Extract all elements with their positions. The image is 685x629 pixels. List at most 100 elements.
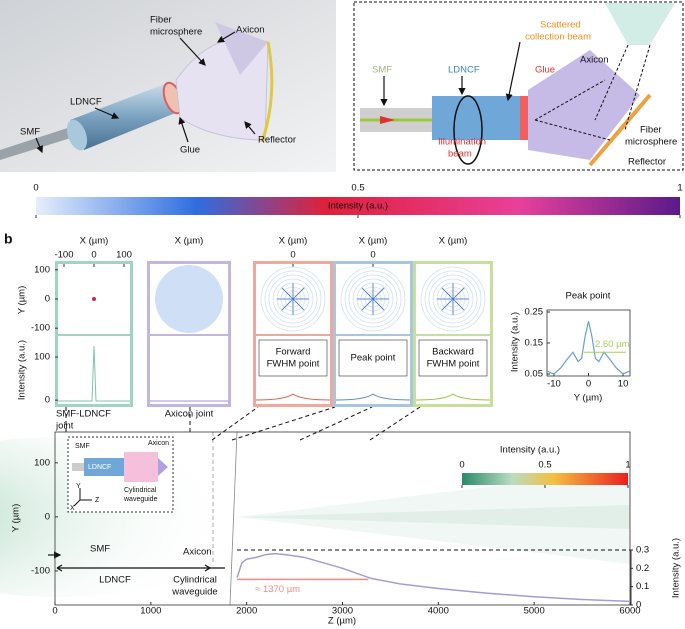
- x-tick-label: -100: [54, 250, 73, 261]
- disc: [155, 265, 223, 333]
- panel-label: FWHM point: [427, 359, 480, 370]
- x-axis-label: X (µm): [175, 236, 204, 247]
- x-axis-label: X (µm): [279, 236, 308, 247]
- beam-field: [237, 470, 630, 564]
- inset-label: Y: [76, 483, 81, 490]
- fwhm-label: 2.60 µm: [595, 339, 630, 350]
- peak-profile: [546, 321, 631, 375]
- inset-ldncf: [84, 458, 124, 476]
- y2-tick-label: 0.1: [636, 581, 649, 592]
- inset-label: Axicon: [148, 440, 169, 447]
- ray: [372, 287, 385, 300]
- caption: Axicon joint: [165, 409, 214, 420]
- ray: [452, 287, 465, 300]
- panel-label: b: [4, 231, 13, 247]
- colorbar-label: Intensity (a.u.): [500, 445, 560, 456]
- axis-label: Intensity (a.u.): [510, 312, 521, 372]
- x-axis-label: X (µm): [80, 236, 109, 247]
- colorbar-label: Intensity (a.u.): [328, 201, 388, 212]
- label: microsphere: [150, 27, 202, 38]
- label: waveguide: [171, 587, 217, 598]
- label: SMF: [90, 544, 110, 555]
- y-tick-label: 0: [45, 511, 50, 522]
- glue-shape: [520, 96, 528, 140]
- inset-axicon: [158, 458, 168, 476]
- microsphere-shape: [528, 50, 640, 160]
- x-tick-label: 5000: [524, 606, 545, 617]
- label: Scattered: [540, 20, 581, 31]
- axis-label: Z (µm): [328, 616, 356, 627]
- inset-title: Peak point: [566, 291, 611, 302]
- y-tick-label: 0: [45, 294, 50, 305]
- ray: [361, 298, 374, 311]
- label: LDNCF: [99, 575, 131, 586]
- colorbar-tick: 1: [625, 460, 630, 471]
- axis-label: Y (µm): [17, 286, 28, 315]
- x-tick-label: 0: [586, 379, 591, 390]
- x-tick-label: -10: [547, 379, 561, 390]
- label: LDNCF: [70, 97, 102, 108]
- label-box: [338, 339, 408, 377]
- ray: [372, 298, 385, 311]
- colorbar-tick: 1: [677, 183, 682, 194]
- ring: [264, 270, 322, 328]
- profile: [335, 393, 411, 401]
- arrow: [216, 31, 236, 43]
- colorbar-tick: 0: [33, 183, 38, 194]
- ray: [292, 287, 305, 300]
- y2-tick-label: 0.2: [636, 563, 649, 574]
- y2-tick-label: 0: [636, 600, 641, 611]
- ray: [281, 287, 294, 300]
- label: Reflector: [258, 135, 296, 146]
- arrow: [35, 137, 43, 154]
- ldncf-render: [70, 84, 178, 150]
- arrow: [94, 107, 120, 119]
- label-box: [418, 339, 488, 377]
- axicon-render: [215, 22, 268, 75]
- label: beam: [448, 149, 472, 160]
- x-axis-label: X (µm): [359, 236, 388, 247]
- x-tick-label: 0: [52, 606, 57, 617]
- profile: [58, 345, 130, 402]
- axis-label: Y (µm): [11, 504, 22, 533]
- label: collection beam: [525, 32, 591, 43]
- x-tick-label: 1000: [140, 606, 161, 617]
- profile: [415, 393, 491, 401]
- panel-label: Backward: [432, 347, 474, 358]
- x-axis-label: X (µm): [439, 236, 468, 247]
- ldncf-end: [66, 119, 88, 151]
- ring: [428, 274, 478, 324]
- ring: [272, 278, 314, 320]
- y-tick-label: 0.15: [525, 338, 544, 349]
- axis-label: Intensity (a.u.): [671, 538, 682, 598]
- ray: [441, 287, 454, 300]
- ring: [268, 274, 318, 324]
- beam-field: [0, 437, 260, 597]
- ring: [352, 278, 394, 320]
- inset-label: waveguide: [123, 496, 158, 503]
- label: LDNCF: [448, 65, 480, 76]
- label: Axicon: [183, 547, 212, 558]
- arrow: [179, 37, 206, 66]
- arrow: [505, 41, 521, 102]
- label: Axicon: [580, 55, 609, 66]
- arrow: [244, 121, 256, 135]
- panel-label: Forward: [276, 347, 311, 358]
- x-tick-label: 4000: [428, 606, 449, 617]
- fwhm-label: ≈ 1370 µm: [255, 584, 300, 595]
- label: Glue: [535, 65, 555, 76]
- colorbar: [36, 197, 680, 215]
- label: SMF: [20, 127, 40, 138]
- inset-label: LDNCF: [88, 464, 111, 471]
- ring: [340, 266, 406, 332]
- x-tick-label: 6000: [619, 606, 640, 617]
- y-tick-label: 100: [34, 352, 50, 363]
- y-tick-label: 0.05: [525, 369, 544, 380]
- y2-tick-label: 0.3: [636, 545, 649, 556]
- x-tick-label: 3000: [332, 606, 353, 617]
- ray: [292, 298, 305, 311]
- ray: [361, 287, 374, 300]
- rotation: [453, 95, 483, 165]
- label: Illumination: [438, 137, 486, 148]
